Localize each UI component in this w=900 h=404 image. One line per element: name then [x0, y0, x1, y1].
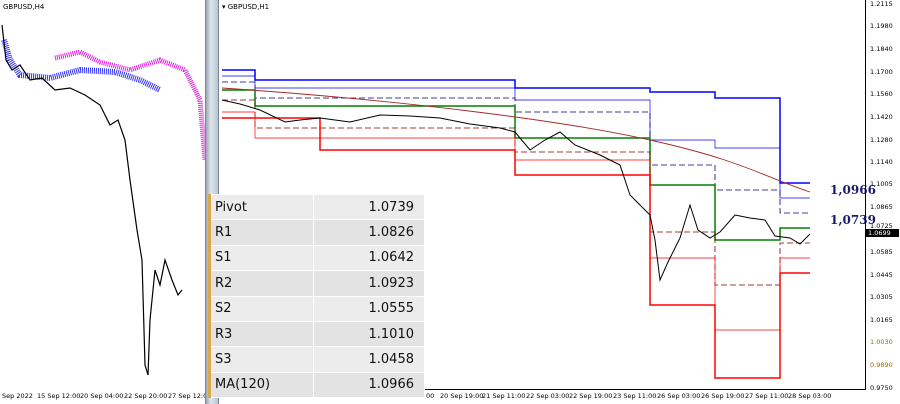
table-row: S3 1.0458: [208, 346, 425, 373]
price-label: 1.1280: [870, 136, 893, 144]
price-label: 1.1840: [870, 45, 893, 53]
ma-annotation: 1,0966: [830, 183, 876, 197]
table-row: R1 1.0826: [208, 219, 425, 246]
ma120-line: [221, 87, 811, 193]
table-row: Pivot 1.0739: [208, 193, 425, 221]
left-time-axis: Sep 2022 15 Sep 12:00 20 Sep 04:00 22 Se…: [0, 390, 211, 404]
current-price-tag: 1.0699: [866, 229, 899, 237]
price-label: 0.9750: [870, 384, 893, 392]
price-label: 1.0165: [870, 316, 893, 324]
time-label: 22 Sep 03:00: [526, 392, 570, 400]
table-row: S1 1.0642: [208, 244, 425, 272]
level-value: 1.1010: [313, 320, 425, 348]
time-label: 27 Sep 11:00: [745, 392, 789, 400]
price-line-h4: [1, 24, 183, 376]
time-label: 20 Sep 04:00: [80, 392, 124, 400]
time-label: 26 Sep 19:00: [701, 392, 745, 400]
level-name: MA(120): [208, 371, 314, 399]
right-chart-title-text: GBPUSD,H1: [227, 3, 270, 11]
left-chart-title: GBPUSD,H4: [3, 3, 45, 11]
right-chart-h1[interactable]: [0, 0, 865, 390]
level-value: 1.0555: [313, 295, 425, 322]
level-name: S2: [208, 295, 314, 322]
right-time-axis: 00 20 Sep 19:00 21 Sep 11:00 22 Sep 03:0…: [218, 390, 865, 404]
price-label: 0.9890: [870, 361, 893, 369]
left-chart-h4[interactable]: [0, 0, 205, 390]
price-label: 1.1005: [870, 180, 893, 188]
price-label: 1.1700: [870, 68, 893, 76]
ichimoku-cloud-blue: [1, 39, 162, 93]
time-label: Sep 2022: [2, 392, 33, 400]
level-value: 1.0923: [313, 270, 425, 297]
right-chart-title: ▾ GBPUSD,H1: [222, 3, 270, 11]
price-label: 1.1140: [870, 158, 893, 166]
time-label: 26 Sep 03:00: [657, 392, 701, 400]
price-label: 1.0585: [870, 248, 893, 256]
time-label: 23 Sep 11:00: [613, 392, 657, 400]
level-name: R1: [208, 219, 314, 246]
table-row: R2 1.0923: [208, 270, 425, 297]
table-row: MA(120) 1.0966: [208, 371, 425, 399]
levels-table: Pivot 1.0739 R1 1.0826 S1 1.0642 R2 1.0923 S…: [208, 193, 425, 399]
level-value: 1.0739: [313, 193, 425, 221]
time-label: 28 Sep 03:00: [788, 392, 832, 400]
price-axis[interactable]: 1.2115 1.1980 1.1840 1.1700 1.1560 1.142…: [865, 0, 900, 392]
price-label: 1.2115: [870, 0, 893, 8]
level-value: 1.0458: [313, 346, 425, 373]
price-line-h1: [221, 99, 811, 282]
time-label: 00: [426, 392, 435, 400]
level-name: S3: [208, 346, 314, 373]
level-value: 1.0826: [313, 219, 425, 246]
price-label: 1.1980: [870, 22, 893, 30]
table-row: R3 1.1010: [208, 320, 425, 348]
time-label: 22 Sep 20:00: [124, 392, 168, 400]
level-value: 1.0966: [313, 371, 425, 399]
time-label: 20 Sep 19:00: [440, 392, 484, 400]
price-label: 1.0030: [870, 338, 893, 346]
time-label: 27 Sep 12:00: [168, 392, 212, 400]
ichimoku-cloud-magenta: [54, 49, 205, 161]
level-name: R3: [208, 320, 314, 348]
level-name: R2: [208, 270, 314, 297]
price-label: 1.0865: [870, 203, 893, 211]
time-label: 22 Sep 19:00: [569, 392, 613, 400]
time-label: 21 Sep 11:00: [482, 392, 526, 400]
price-label: 1.0725: [870, 222, 893, 230]
price-label: 1.1420: [870, 113, 893, 121]
chart-bottom-border: [218, 389, 865, 390]
price-label: 1.0305: [870, 293, 893, 301]
level-value: 1.0642: [313, 244, 425, 272]
price-label: 1.0445: [870, 271, 893, 279]
time-label: 15 Sep 12:00: [37, 392, 81, 400]
price-label: 1.1560: [870, 90, 893, 98]
level-name: S1: [208, 244, 314, 272]
table-row: S2 1.0555: [208, 295, 425, 322]
level-name: Pivot: [208, 193, 314, 221]
r3-line: [222, 69, 810, 184]
pivot-annotation: 1,0739: [830, 213, 876, 227]
s3-line: [222, 117, 810, 379]
